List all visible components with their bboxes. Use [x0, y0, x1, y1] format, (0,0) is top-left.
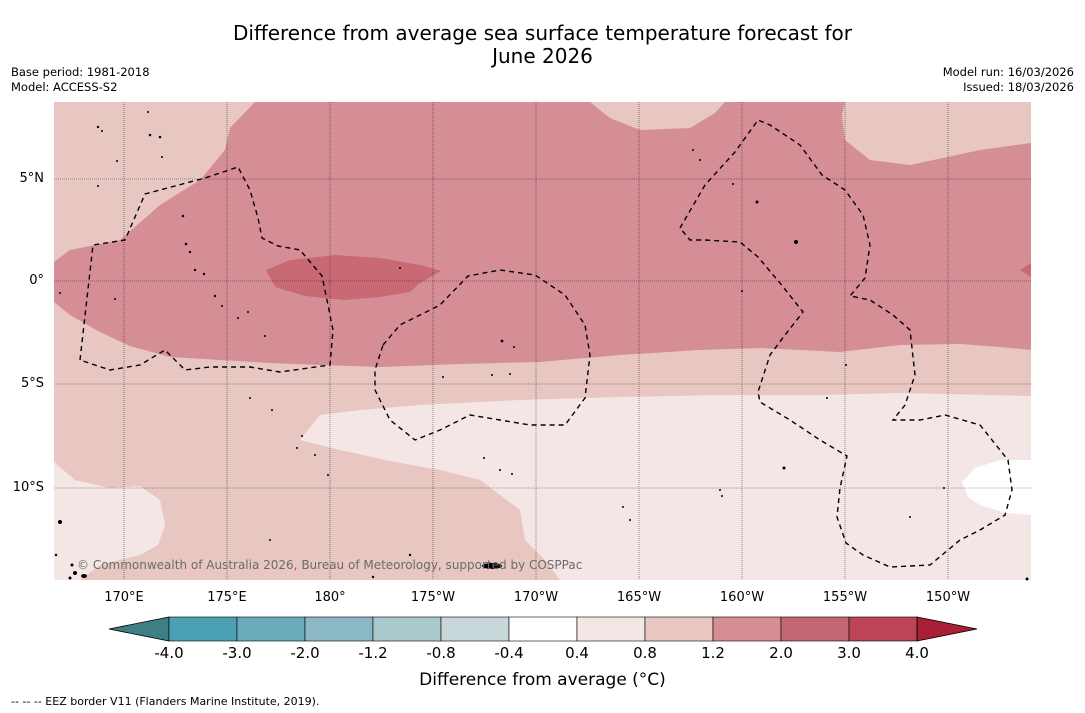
colorbar-label: 0.4 [565, 644, 589, 662]
lon-tick-170W: 170°W [513, 590, 559, 605]
colorbar-label: 1.2 [701, 644, 725, 662]
issued-text: Issued: 18/03/2026 [963, 80, 1074, 94]
lat-tick-10S: 10°S [12, 480, 44, 495]
colorbar-segment [848, 616, 918, 642]
colorbar-label: -1.2 [358, 644, 388, 662]
lat-tick-5N: 5°N [19, 171, 45, 186]
lon-tick-165W: 165°W [616, 590, 662, 605]
colorbar-segment [644, 616, 714, 642]
lon-tick-160W: 160°W [719, 590, 765, 605]
region-below-0.4 [962, 460, 1031, 515]
colorbar-segment [372, 616, 442, 642]
lon-tick-180: 180° [314, 590, 346, 605]
islands [54, 111, 1029, 581]
model-text: Model: ACCESS-S2 [11, 80, 118, 94]
region-1.2-2.0 [54, 102, 1031, 367]
eez-border-east [679, 119, 1013, 568]
lon-tick-150W: 150°W [925, 590, 971, 605]
colorbar-label: -3.0 [222, 644, 252, 662]
gridlines [54, 102, 1031, 580]
colorbar-label: -0.4 [494, 644, 524, 662]
colorbar-extend-low [108, 616, 170, 642]
colorbar-segment [712, 616, 782, 642]
region-2.0-3.0-east [1020, 263, 1031, 277]
eez-legend-footer: -- -- -- EEZ border V11 (Flanders Marine… [11, 695, 320, 708]
colorbar-segment [576, 616, 646, 642]
colorbar-label: 2.0 [769, 644, 793, 662]
lon-tick-170E: 170°E [104, 590, 144, 605]
region-0.4-0.8 [300, 393, 1031, 580]
chart-title: Difference from average sea surface temp… [0, 22, 1085, 68]
colorbar-extend-high [916, 616, 978, 642]
eez-borders [79, 119, 1013, 568]
eez-border-central [374, 269, 591, 441]
colorbar-segment [304, 616, 374, 642]
colorbar-segment [780, 616, 850, 642]
colorbar-label: 4.0 [905, 644, 929, 662]
lat-tick-5S: 5°S [20, 376, 44, 391]
lon-tick-175W: 175°W [410, 590, 456, 605]
eez-border-west [79, 166, 334, 373]
meta-right: Model run: 16/03/2026 Issued: 18/03/2026 [943, 65, 1074, 95]
copyright-text: © Commonwealth of Australia 2026, Bureau… [77, 558, 583, 572]
meta-left: Base period: 1981-2018 Model: ACCESS-S2 [11, 65, 150, 95]
title-line-1: Difference from average sea surface temp… [232, 21, 852, 45]
colorbar-segment [508, 616, 578, 642]
colorbar-label: -2.0 [290, 644, 320, 662]
lon-tick-175E: 175°E [207, 590, 247, 605]
colorbar-label: -4.0 [154, 644, 184, 662]
title-line-2: June 2026 [492, 44, 593, 68]
colorbar-segment [440, 616, 510, 642]
colorbar-label: 0.8 [633, 644, 657, 662]
region-2.0-3.0 [266, 255, 441, 300]
lat-tick-0: 0° [29, 273, 44, 288]
base-period-text: Base period: 1981-2018 [11, 65, 150, 79]
lon-tick-155W: 155°W [822, 590, 868, 605]
colorbar-segment [168, 616, 238, 642]
colorbar-label: 3.0 [837, 644, 861, 662]
colorbar-label: -0.8 [426, 644, 456, 662]
model-run-text: Model run: 16/03/2026 [942, 65, 1074, 79]
colorbar-title: Difference from average (°C) [419, 670, 666, 690]
colorbar [108, 616, 978, 642]
colorbar-segment [236, 616, 306, 642]
map-field [54, 102, 1031, 580]
region-0.4-0.8-southwest [54, 462, 165, 580]
